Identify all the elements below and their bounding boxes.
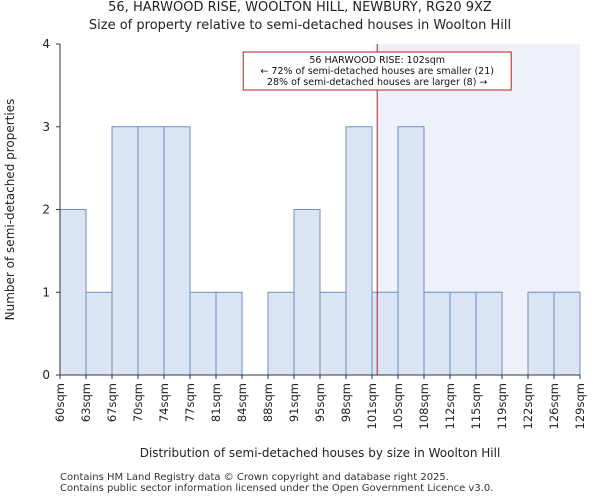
bar-67sqm (111, 126, 139, 376)
y-tick-label-0: 0 (42, 368, 50, 382)
bar-63sqm (85, 291, 113, 376)
bar-115sqm (475, 291, 503, 376)
x-tick-label-63sqm: 63sqm (79, 383, 93, 422)
bar-126sqm (553, 291, 581, 376)
bar-70sqm (137, 126, 165, 376)
y-tick-label-1: 1 (42, 285, 50, 299)
bar-88sqm (267, 291, 295, 376)
y-tick-label-4: 4 (42, 37, 50, 51)
bar-98sqm (345, 126, 373, 376)
bar-77sqm (189, 291, 217, 376)
x-tick-label-74sqm: 74sqm (157, 383, 171, 422)
x-tick-label-119sqm: 119sqm (495, 383, 509, 429)
x-tick-label-70sqm: 70sqm (131, 383, 145, 422)
annotation-box (242, 51, 512, 91)
x-axis-label: Distribution of semi-detached houses by … (140, 446, 501, 460)
bar-108sqm (423, 291, 451, 376)
footer-licence: Contains public sector information licen… (60, 483, 494, 494)
x-tick-label-115sqm: 115sqm (469, 383, 483, 429)
x-tick-label-77sqm: 77sqm (183, 383, 197, 422)
bar-105sqm (397, 126, 425, 376)
bar-101sqm (371, 291, 399, 376)
y-axis-label: Number of semi-detached properties (3, 99, 17, 321)
x-tick-label-98sqm: 98sqm (339, 383, 353, 422)
x-tick-label-81sqm: 81sqm (209, 383, 223, 422)
x-tick-label-88sqm: 88sqm (261, 383, 275, 422)
x-tick-label-84sqm: 84sqm (235, 383, 249, 422)
annotation-line-3: 28% of semi-detached houses are larger (… (267, 77, 487, 88)
bar-81sqm (215, 291, 243, 376)
x-tick-label-101sqm: 101sqm (365, 383, 379, 429)
x-tick-label-129sqm: 129sqm (573, 383, 587, 429)
y-tick-label-3: 3 (42, 120, 50, 134)
x-tick-label-67sqm: 67sqm (105, 383, 119, 422)
bar-91sqm (293, 209, 321, 376)
x-tick-label-108sqm: 108sqm (417, 383, 431, 429)
annotation-line-1: 56 HARWOOD RISE: 102sqm (309, 55, 445, 66)
bar-74sqm (163, 126, 191, 376)
annotation-line-2: ← 72% of semi-detached houses are smalle… (260, 66, 494, 77)
x-tick-label-105sqm: 105sqm (391, 383, 405, 429)
x-tick-label-112sqm: 112sqm (443, 383, 457, 429)
x-tick-label-122sqm: 122sqm (521, 383, 535, 429)
x-tick-label-60sqm: 60sqm (53, 383, 67, 422)
chart-subtitle: Size of property relative to semi-detach… (88, 18, 512, 33)
x-tick-label-126sqm: 126sqm (547, 383, 561, 429)
bar-95sqm (319, 291, 347, 376)
x-tick-label-95sqm: 95sqm (313, 383, 327, 422)
chart-title: 56, HARWOOD RISE, WOOLTON HILL, NEWBURY,… (108, 0, 492, 15)
bar-112sqm (449, 291, 477, 376)
y-tick-label-2: 2 (42, 203, 50, 217)
bar-60sqm (59, 209, 87, 376)
x-tick-label-91sqm: 91sqm (287, 383, 301, 422)
bar-122sqm (527, 291, 555, 376)
footer-copyright: Contains HM Land Registry data © Crown c… (60, 472, 449, 483)
